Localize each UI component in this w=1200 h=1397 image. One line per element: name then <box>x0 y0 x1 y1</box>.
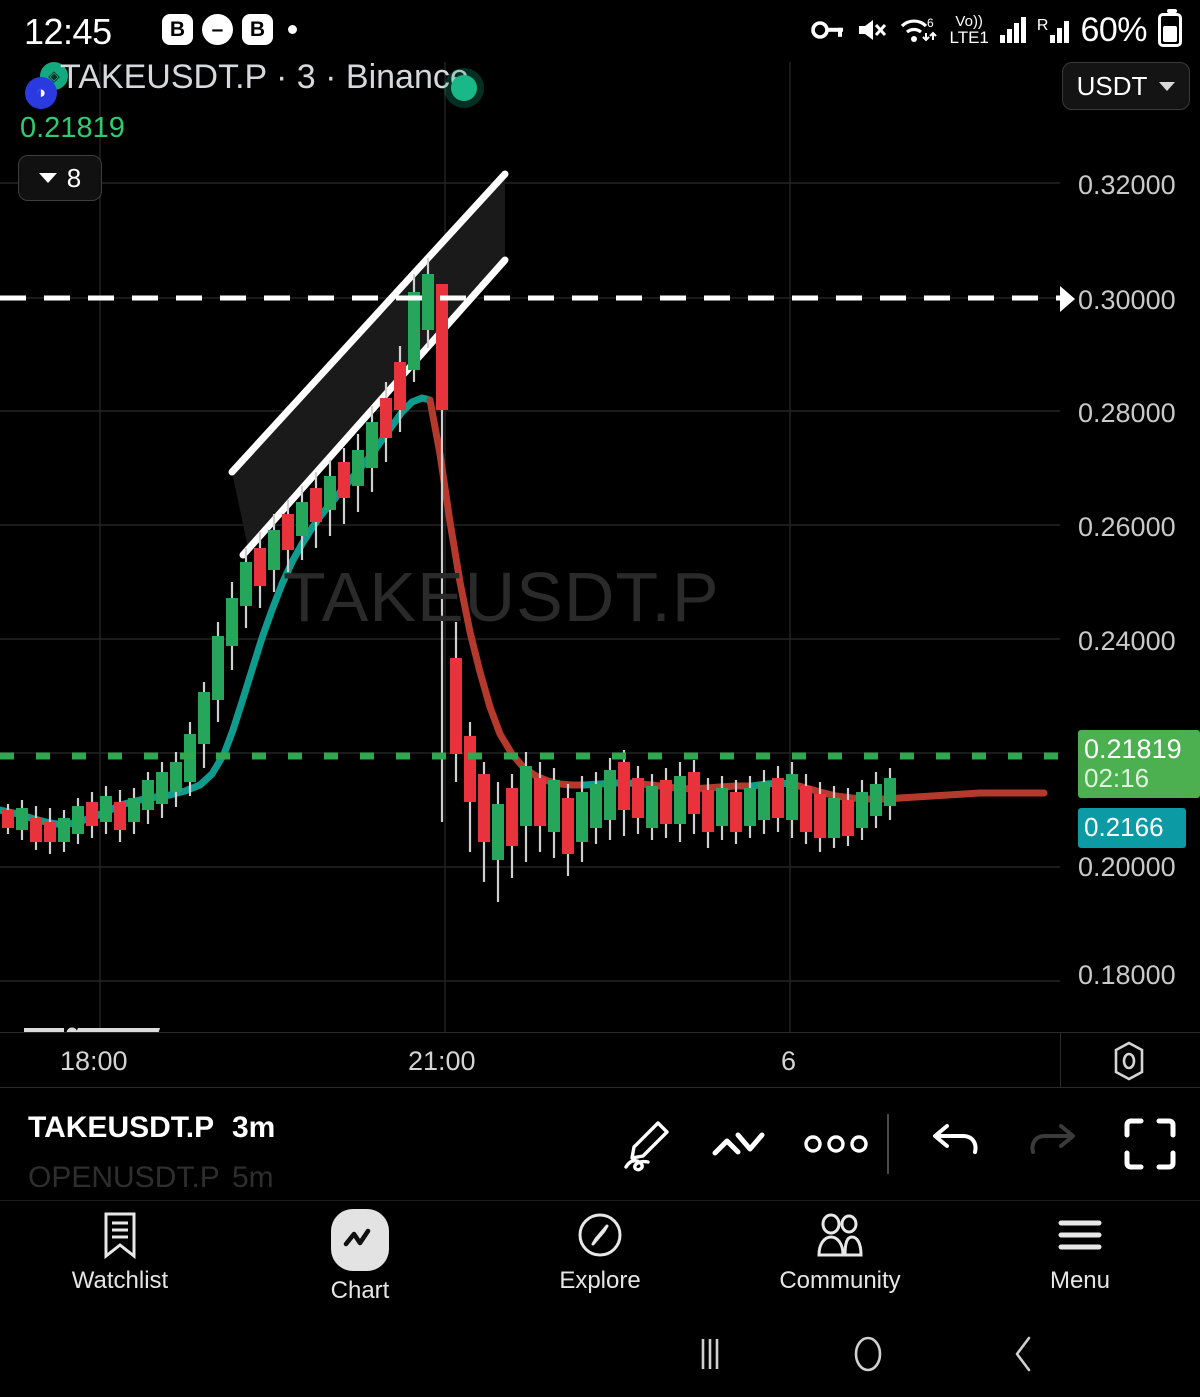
back-icon[interactable] <box>980 1328 1070 1380</box>
chevron-down-icon <box>38 173 57 183</box>
magnet-icon[interactable] <box>698 1096 782 1192</box>
battery-percent: 60% <box>1080 10 1147 49</box>
time-axis[interactable]: 18:00 21:00 6 <box>0 1032 1200 1088</box>
dot-icon <box>288 25 297 34</box>
nav-item-explore[interactable]: Explore <box>480 1209 720 1309</box>
alert-price-marker-icon <box>1060 286 1075 312</box>
nav-label: Community <box>779 1267 901 1294</box>
candle-bodies <box>2 274 896 860</box>
svg-text:6: 6 <box>927 16 934 30</box>
status-bar-clock: 12:45 <box>24 11 112 52</box>
bar-countdown: 02:16 <box>1084 762 1150 793</box>
candlestick-series <box>2 258 896 902</box>
indicator-count: 8 <box>66 162 82 193</box>
redo-icon[interactable] <box>1012 1096 1096 1192</box>
nav-item-community[interactable]: Community <box>720 1209 960 1309</box>
tradingview-pro-logo: PRO <box>22 1024 162 1032</box>
symbol-name: TAKEUSDT.P <box>28 1111 215 1144</box>
channel-fill <box>232 174 505 548</box>
draw-pencil-icon[interactable] <box>605 1096 689 1192</box>
people-icon <box>814 1209 866 1261</box>
time-tick: 6 <box>781 1046 797 1076</box>
chart-settings-icon[interactable] <box>1108 1040 1150 1082</box>
symbol-timeframe-picker[interactable]: SKATEUSDT. 2m TAKEUSDT.P 3m OPENUSDT.P 5… <box>0 1088 1200 1200</box>
b-badge-icon: B <box>162 14 193 45</box>
symbol-name: OPENUSDT.P <box>28 1161 220 1194</box>
nav-item-watchlist[interactable]: Watchlist <box>0 1209 240 1309</box>
undo-icon[interactable] <box>912 1096 996 1192</box>
time-tick: 18:00 <box>60 1046 128 1076</box>
bookmark-icon <box>100 1209 140 1261</box>
symbol-name: SKATEUSDT. <box>28 1088 211 1095</box>
recents-icon[interactable] <box>665 1328 755 1380</box>
moving-average-tail <box>788 780 1048 803</box>
volte-icon: Vo)) LTE1 <box>949 13 989 47</box>
last-price-badge[interactable]: 0.21819 02:16 <box>1078 730 1200 799</box>
roaming-icon: R <box>1037 17 1070 43</box>
price-tick: 0.30000 <box>1078 285 1176 315</box>
price-tick: 0.24000 <box>1078 626 1176 656</box>
more-options-icon[interactable] <box>794 1096 878 1192</box>
mute-icon <box>858 20 886 40</box>
axis-divider <box>1060 1032 1061 1088</box>
symbol-logo: ◈ ◑ <box>18 62 70 109</box>
price-tick: 0.26000 <box>1078 512 1176 542</box>
toolbar-divider <box>887 1114 889 1174</box>
nav-label: Explore <box>559 1267 641 1294</box>
time-tick: 21:00 <box>408 1046 476 1076</box>
channel-trendlines <box>228 170 509 559</box>
symbol-timeframe: 3m <box>232 1111 276 1144</box>
nav-item-chart[interactable]: Chart <box>240 1209 480 1309</box>
android-navigation-bar[interactable] <box>0 1310 1200 1397</box>
symbol-timeframe: 2m <box>232 1088 274 1095</box>
nav-label: Chart <box>330 1277 390 1304</box>
nav-label: Menu <box>1049 1267 1111 1294</box>
status-bar-system-icons: 6 Vo)) LTE1 R 60% <box>810 8 1182 52</box>
ma-price-badge[interactable]: 0.2166 <box>1078 808 1186 848</box>
price-chart[interactable]: TAKEUSDT.P PRO <box>0 62 1060 1032</box>
chart-watermark: TAKEUSDT.P <box>283 558 720 636</box>
signal-icon <box>999 17 1026 43</box>
compass-icon <box>576 1209 624 1261</box>
symbol-timeframe: 5m <box>232 1161 274 1194</box>
hamburger-icon <box>1057 1209 1103 1261</box>
symbol-title[interactable]: TAKEUSDT.P · 3 · Binance <box>60 58 469 96</box>
currency-selector-label: USDT <box>1076 70 1148 101</box>
status-bar-notification-icons: B – B <box>162 14 297 45</box>
bottom-navigation[interactable]: Watchlist Chart Explore <box>0 1200 1200 1310</box>
vpn-key-icon <box>810 21 843 39</box>
header-last-price: 0.21819 <box>20 112 125 144</box>
wifi-6-icon: 6 <box>900 16 937 42</box>
price-tick: 0.20000 <box>1078 852 1176 882</box>
nav-item-menu[interactable]: Menu <box>960 1209 1200 1309</box>
currency-selector[interactable]: USDT <box>1062 62 1190 110</box>
price-tick: 0.18000 <box>1078 960 1176 990</box>
live-status-indicator <box>444 68 484 108</box>
chevron-down-icon <box>1159 81 1176 91</box>
chart-canvas[interactable] <box>0 62 1060 1032</box>
fullscreen-icon[interactable] <box>1108 1096 1192 1192</box>
battery-icon <box>1158 9 1182 47</box>
last-price-value: 0.21819 <box>1084 734 1182 764</box>
indicator-collapse-badge[interactable]: 8 <box>18 155 102 201</box>
nav-label: Watchlist <box>71 1267 169 1294</box>
price-tick: 0.32000 <box>1078 170 1176 200</box>
home-icon[interactable] <box>823 1328 913 1380</box>
token-icon: ◑ <box>25 77 57 109</box>
ma-price-value: 0.2166 <box>1084 812 1164 842</box>
minus-circle-icon: – <box>202 14 233 45</box>
b-badge-icon: B <box>242 14 273 45</box>
chart-line-icon <box>331 1209 389 1271</box>
chart-toolbar[interactable] <box>600 1096 1200 1192</box>
price-tick: 0.28000 <box>1078 398 1176 428</box>
status-bar: 12:45 B – B 6 <box>0 0 1200 62</box>
price-axis[interactable]: 0.32000 0.30000 0.28000 0.26000 0.24000 … <box>1060 62 1200 1032</box>
